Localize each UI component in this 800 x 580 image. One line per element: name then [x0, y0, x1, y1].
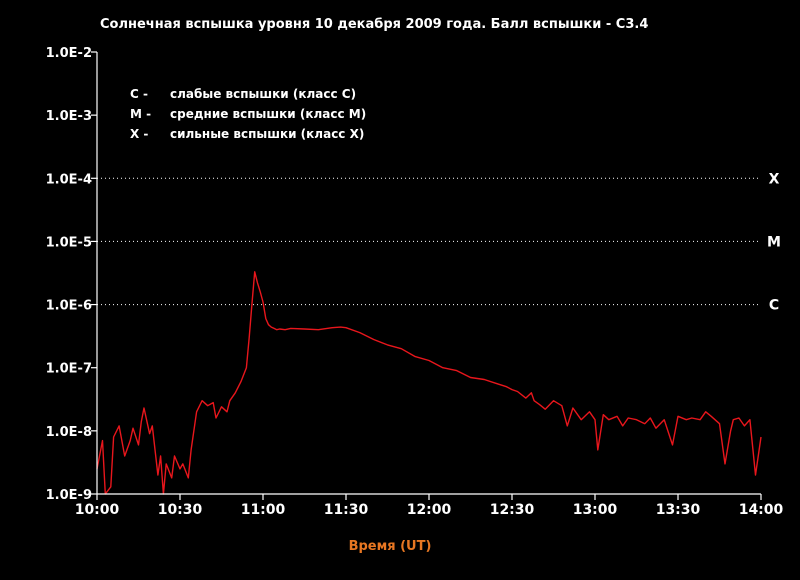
y-tick-label: 1.0E-2	[46, 46, 92, 61]
y-tick-label: 1.0E-9	[46, 488, 92, 503]
legend-key: M -	[130, 107, 151, 121]
x-tick-label: 12:00	[407, 502, 452, 518]
legend-key: X -	[130, 127, 148, 141]
y-tick-label: 1.0E-5	[46, 235, 92, 250]
y-axis-ticks: 1.0E-9 1.0E-8 1.0E-7 1.0E-6 1.0E-5 1.0E-4 1.0E…	[46, 46, 97, 503]
series-line	[96, 271, 762, 495]
x-tick-label: 10:00	[75, 502, 120, 518]
y-tick-label: 1.0E-4	[46, 172, 92, 187]
y-tick-label: 1.0E-7	[46, 362, 92, 377]
legend-text: слабые вспышки (класс С)	[170, 87, 356, 101]
x-tick-label: 11:00	[241, 502, 286, 518]
x-tick-label: 13:00	[573, 502, 618, 518]
x-axis-label: Время (UT)	[349, 539, 432, 554]
y-tick-label: 1.0E-6	[46, 299, 92, 314]
class-level-labels: C M X	[767, 171, 781, 313]
class-label: X	[769, 171, 780, 187]
x-tick-label: 13:30	[656, 502, 701, 518]
y-tick-label: 1.0E-8	[46, 425, 92, 440]
y-tick-label: 1.0E-3	[46, 109, 92, 124]
x-tick-label: 10:30	[158, 502, 203, 518]
legend-text: сильные вспышки (класс Х)	[170, 127, 364, 141]
legend-key: C -	[130, 87, 148, 101]
class-level-gridlines	[97, 177, 761, 306]
x-tick-label: 14:00	[739, 502, 784, 518]
legend-text: средние вспышки (класс М)	[170, 107, 366, 121]
class-label: M	[767, 234, 781, 250]
x-tick-label: 12:30	[490, 502, 535, 518]
class-label: C	[769, 298, 779, 314]
x-axis-ticks: 10:00 10:30 11:00 11:30 12:00 12:30 13:00 13:30…	[75, 494, 784, 518]
x-tick-label: 11:30	[324, 502, 369, 518]
chart-title: Солнечная вспышка уровня 10 декабря 2009…	[100, 17, 648, 32]
legend: C - слабые вспышки (класс С) M - средние вс…	[130, 87, 366, 141]
